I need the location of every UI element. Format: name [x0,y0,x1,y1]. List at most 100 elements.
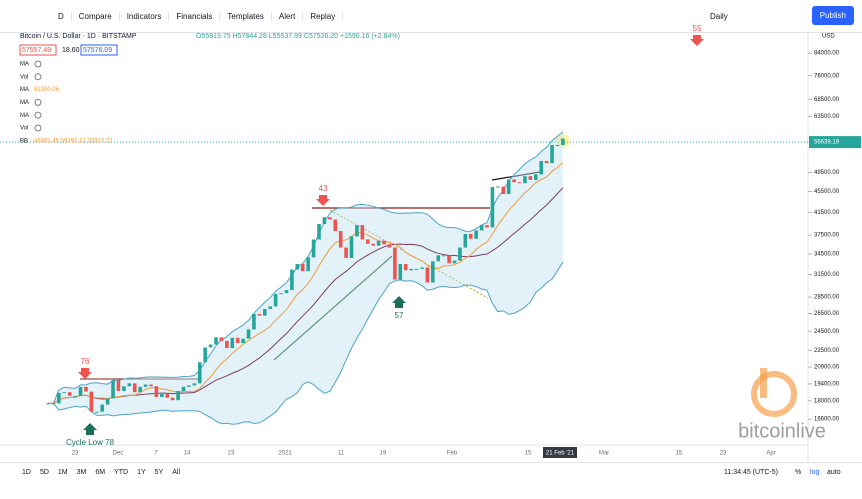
candle [387,244,392,248]
candle [403,264,408,271]
candle [512,179,516,183]
x-tick-label: 15 [676,451,683,457]
candle [132,383,137,393]
interval[interactable]: D [0,11,72,21]
candle [349,236,354,258]
candle [176,391,180,401]
candle [322,217,327,225]
candle [143,384,148,387]
bid-box [19,44,57,56]
y-tick-label: 28500.00 [814,295,840,301]
chart: Bitcoin / U.S. Dollar · 1D · BITSTAMP O5… [0,24,861,462]
indicator-name: MA [20,100,29,106]
candle [138,386,142,393]
candle [479,225,484,231]
toolbar-button[interactable]: Alert [272,11,304,21]
candle [338,230,343,248]
candle [257,313,262,316]
candle [534,174,538,180]
toolbar-button[interactable]: Financials [169,11,221,21]
annotation-arrow [83,423,97,435]
candle [197,362,202,384]
logo [751,371,797,417]
x-tick-label: 23 [720,451,727,457]
candle [111,380,115,399]
candle [73,395,77,397]
candle [192,383,197,386]
annotation: 76 [81,357,90,366]
range-button[interactable]: YTD [114,469,129,476]
candle [306,257,310,272]
footer: 1D 5D 1M 3M 6M YTD 1Y 5Y All 11:34:45 (UTC-5) % … [0,462,862,483]
candle [78,386,83,396]
candle [127,383,132,387]
watermark: bitcoinlive [738,368,826,438]
candle [279,293,283,295]
y-tick-label: 22500.00 [814,348,840,354]
candle [225,340,229,349]
candle [122,386,126,392]
range-button[interactable]: 5Y [154,469,164,476]
y-tick-label: 31500.00 [814,272,840,278]
candle [149,384,153,387]
candle [452,260,457,264]
option[interactable]: log [810,469,820,476]
eye-icon [34,98,42,106]
candle [490,187,495,228]
candle [555,145,560,147]
candle [94,411,99,413]
candle [67,392,72,396]
candle [447,255,451,264]
candle [57,392,61,404]
candle [165,394,170,398]
candle [252,313,256,330]
x-tick-label: 23 [228,451,235,457]
x-tick-label: Mar [599,451,609,457]
toolbar-button[interactable]: Compare [72,11,120,21]
y-tick-label: 45500.00 [814,189,840,195]
candle [290,269,294,291]
range-button[interactable]: 5D [39,469,49,476]
candle [154,386,159,398]
candle [181,386,186,392]
annotation-arrow [78,368,92,379]
option[interactable]: auto [827,469,841,476]
moving-average [48,162,564,404]
candle [544,160,549,164]
candle [393,247,397,280]
range-button[interactable]: 1D [22,469,31,476]
candle [187,385,191,387]
bollinger-upper [48,131,564,404]
y-tick-label: 26500.00 [814,311,840,317]
candle [539,160,544,175]
bollinger-lower [48,261,564,425]
candle [414,268,419,270]
annotation: 55 [693,24,702,33]
eye-icon [34,60,42,68]
toolbar-button[interactable]: Replay [303,11,344,21]
toolbar-button[interactable]: Indicators [120,11,170,21]
range-button[interactable]: 1M [57,469,68,476]
candle [468,233,473,239]
range-button[interactable]: 6M [95,469,106,476]
last-price: 56639.19 [814,140,840,146]
toolbar-button[interactable]: Templates [220,11,272,21]
last-price-box [809,136,861,149]
clock: 11:34:45 (UTC-5) [724,469,778,476]
candle [365,239,370,244]
y-tick-label: 63500.00 [814,114,840,120]
range-button[interactable]: 1Y [137,469,146,476]
candle [506,179,511,195]
indicator-name: MA [20,113,29,119]
option[interactable]: % [795,469,802,476]
range-button[interactable]: All [172,469,181,476]
publish-button[interactable]: Publish [811,6,854,25]
eye-icon [34,124,42,132]
indicator-name: Vol [20,126,28,132]
eye-icon [34,73,42,81]
range-button[interactable]: 3M [76,469,87,476]
timeframe[interactable]: Daily [710,12,728,21]
candle [51,403,56,405]
candle [116,380,121,392]
